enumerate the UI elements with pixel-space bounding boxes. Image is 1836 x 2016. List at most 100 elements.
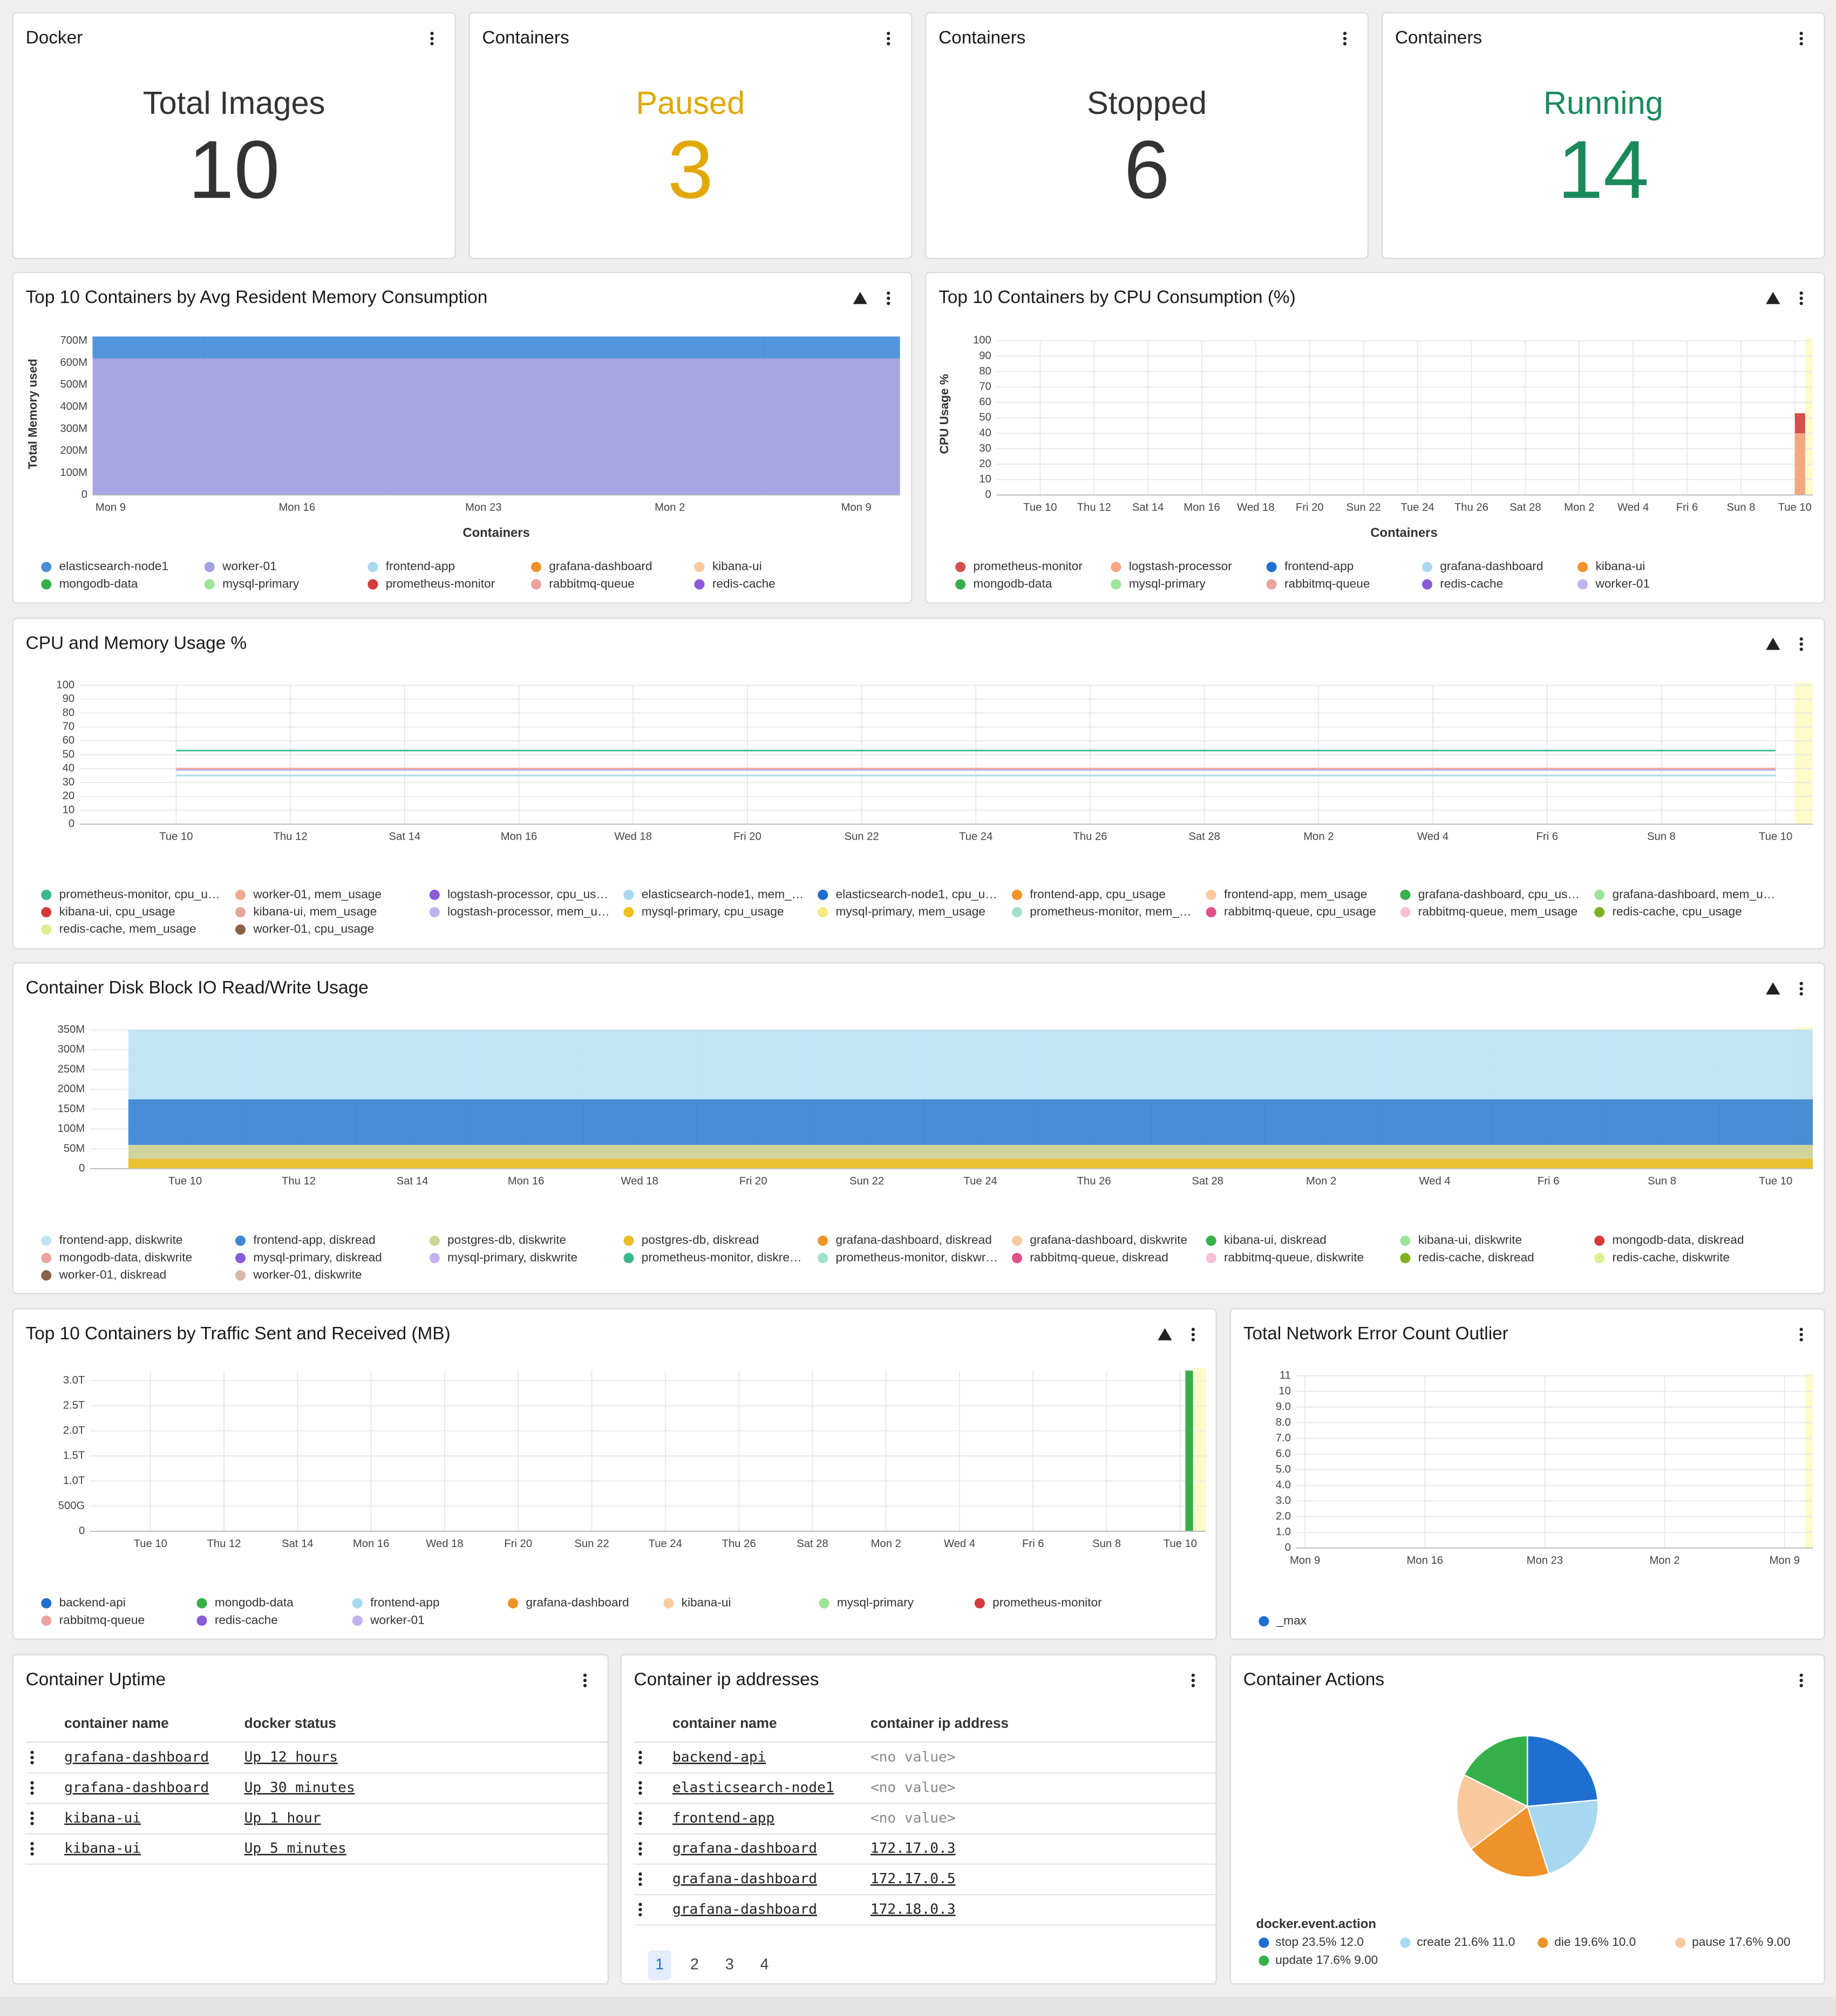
legend-swatch	[694, 579, 705, 590]
table-cell[interactable]: frontend-app	[672, 1810, 774, 1826]
x-tick-label: Fri 6	[1538, 1175, 1559, 1187]
table-cell[interactable]: Up 1 hour	[244, 1810, 321, 1826]
table-cell[interactable]: Up 12 hours	[244, 1749, 338, 1766]
legend-entry: kibana-ui, mem_usage	[253, 904, 377, 918]
x-tick-label: Tue 10	[1759, 830, 1792, 842]
x-axis-label: Containers	[1370, 526, 1437, 540]
row-menu[interactable]	[30, 1751, 34, 1765]
menu-dot	[638, 1882, 642, 1886]
legend-name: die	[1554, 1935, 1570, 1949]
legend-swatch	[955, 579, 966, 590]
panel-title: Docker	[26, 28, 83, 47]
x-tick-label: Tue 24	[959, 830, 992, 842]
panel-menu[interactable]	[430, 31, 434, 46]
panel	[925, 271, 1825, 604]
menu-dot	[1799, 1338, 1803, 1341]
table-cell[interactable]: kibana-ui	[64, 1841, 141, 1857]
table-cell[interactable]: elasticsearch-node1	[672, 1780, 834, 1796]
x-tick-label: Tue 10	[1778, 501, 1812, 513]
panel-menu[interactable]	[1799, 1327, 1803, 1341]
table-cell[interactable]: backend-api	[672, 1749, 766, 1766]
panel-menu[interactable]	[1191, 1673, 1195, 1687]
legend-swatch	[368, 579, 378, 590]
legend-percent: 21.6%	[1454, 1935, 1489, 1949]
legend-entry: redis-cache	[712, 577, 776, 590]
legend-swatch	[235, 889, 246, 900]
page-link[interactable]: 1	[655, 1956, 664, 1973]
row-menu[interactable]	[638, 1781, 642, 1795]
row-menu[interactable]	[638, 1903, 642, 1917]
table-cell[interactable]: 172.18.0.3	[871, 1901, 956, 1917]
legend-swatch	[1259, 1937, 1269, 1948]
y-tick-label: 90	[63, 693, 75, 705]
table-cell: <no value>	[871, 1780, 956, 1796]
x-tick-label: Wed 18	[1237, 501, 1274, 513]
y-tick-label: 2.0	[1276, 1510, 1291, 1522]
menu-dot	[1191, 1338, 1195, 1341]
legend-entry: worker-01, mem_usage	[253, 887, 382, 901]
table-cell[interactable]: Up 30 minutes	[244, 1780, 355, 1796]
legend-entry: redis-cache, diskwrite	[1612, 1250, 1730, 1264]
row-menu[interactable]	[638, 1842, 642, 1856]
panel-menu[interactable]	[1343, 31, 1347, 46]
row-menu[interactable]	[30, 1781, 34, 1795]
row-menu[interactable]	[638, 1751, 642, 1765]
menu-dot	[1799, 1673, 1803, 1677]
legend-entry: kibana-ui	[712, 560, 762, 573]
page-link[interactable]: 4	[760, 1956, 769, 1973]
legend-swatch	[818, 889, 828, 900]
table-cell[interactable]: 172.17.0.5	[871, 1871, 956, 1887]
legend-entry: frontend-app	[370, 1596, 439, 1609]
y-tick-label: 60	[979, 396, 991, 408]
panel-menu[interactable]	[1799, 31, 1803, 46]
area-band	[1718, 1145, 1813, 1159]
table-cell[interactable]: grafana-dashboard	[672, 1871, 817, 1887]
area-band	[696, 1099, 811, 1145]
legend-entry: prometheus-monitor, diskre…	[642, 1250, 802, 1264]
legend-entry: mysql-primary, diskwrite	[447, 1250, 577, 1264]
legend-swatch	[1594, 889, 1605, 900]
table-cell[interactable]: 172.17.0.3	[871, 1841, 956, 1857]
table-cell[interactable]: Up 5 minutes	[244, 1841, 346, 1857]
table-cell[interactable]: grafana-dashboard	[672, 1841, 817, 1857]
x-tick-label: Sun 8	[1648, 1175, 1676, 1187]
menu-dot	[638, 1903, 642, 1906]
stat-value: 6	[1124, 124, 1170, 216]
legend-swatch	[368, 562, 378, 573]
legend-swatch	[1266, 579, 1277, 590]
area-band	[355, 1159, 470, 1169]
table-cell[interactable]: grafana-dashboard	[64, 1749, 209, 1766]
panel-menu[interactable]	[887, 291, 890, 305]
row-menu[interactable]	[30, 1811, 34, 1826]
panel-menu[interactable]	[583, 1673, 587, 1687]
table-cell[interactable]: grafana-dashboard	[64, 1780, 209, 1796]
page-link[interactable]: 2	[690, 1956, 699, 1973]
x-tick-label: Tue 10	[168, 1175, 202, 1187]
legend-entry: die 19.6% 10.0	[1554, 1935, 1636, 1949]
panel	[1229, 1308, 1825, 1640]
legend-swatch	[429, 907, 440, 918]
legend-entry: logstash-processor, mem_u…	[447, 904, 610, 918]
panel-menu[interactable]	[1799, 637, 1803, 651]
area-band	[469, 1145, 584, 1159]
page-link[interactable]: 3	[725, 1956, 734, 1973]
y-tick-label: 0	[985, 489, 991, 501]
panel-menu[interactable]	[1799, 982, 1803, 996]
area-band	[576, 358, 764, 495]
legend-entry: elasticsearch-node1	[59, 560, 168, 573]
area-band	[1151, 1145, 1266, 1159]
y-tick-label: 1.0T	[63, 1475, 85, 1487]
menu-dot	[30, 1791, 34, 1795]
row-menu[interactable]	[638, 1872, 642, 1886]
panel-menu[interactable]	[1799, 291, 1803, 305]
stat-value: 14	[1558, 124, 1649, 216]
row-menu[interactable]	[30, 1842, 34, 1856]
panel-menu[interactable]	[1191, 1327, 1195, 1341]
table-cell[interactable]: kibana-ui	[64, 1810, 141, 1826]
panel-menu[interactable]	[887, 31, 890, 46]
panel-menu[interactable]	[1799, 1673, 1803, 1687]
row-menu[interactable]	[638, 1811, 642, 1826]
table-cell[interactable]: grafana-dashboard	[672, 1901, 817, 1917]
x-tick-label: Thu 12	[1077, 501, 1111, 513]
